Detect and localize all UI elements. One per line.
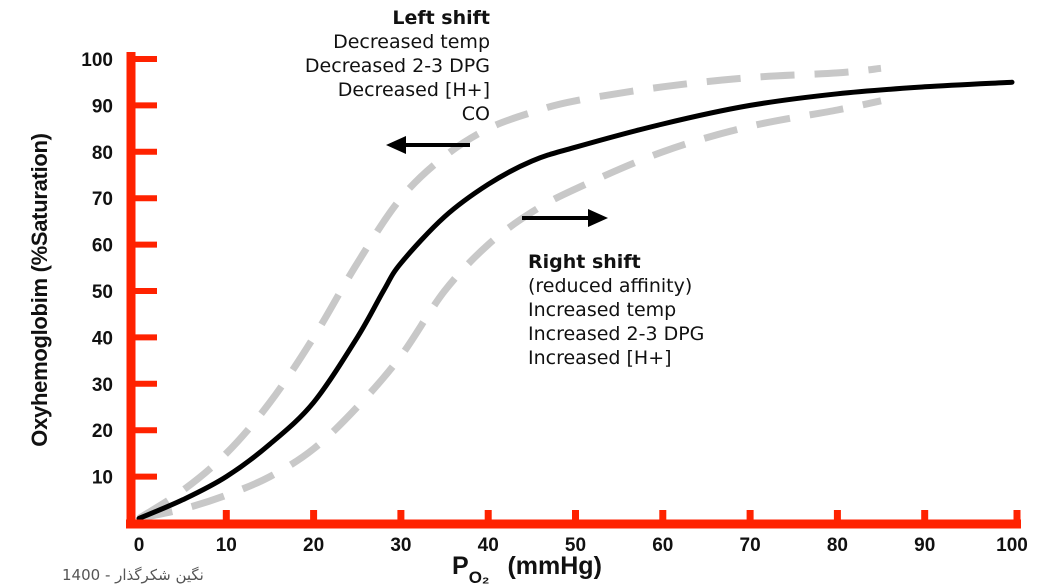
right-shift-title: Right shift [528, 251, 641, 273]
x-tick-label: 80 [827, 535, 848, 556]
x-tick-label: 100 [996, 535, 1028, 556]
tick-labels-layer: 10 20 30 40 50 60 70 80 90 100 0 10 20 30 40 50 60 70 80 90… [81, 50, 1028, 556]
y-tick-label: 70 [92, 189, 113, 210]
x-axis-label-unit: (mmHg) [507, 552, 602, 580]
normal-dissociation-curve [136, 79, 1015, 521]
right-shift-line: (reduced affinity) [528, 275, 693, 297]
x-tick-label: 90 [914, 535, 935, 556]
y-tick-label: 80 [92, 143, 113, 164]
left-shift-title: Left shift [392, 7, 490, 29]
x-tick-label: 0 [134, 535, 145, 556]
x-tick-label: 70 [740, 535, 761, 556]
y-tick-label: 60 [92, 236, 113, 257]
left-shift-annotation: Left shift Decreased temp Decreased 2-3 … [196, 6, 490, 126]
y-tick-label: 30 [92, 375, 113, 396]
right-shift-arrow [522, 209, 608, 227]
x-tick-label: 20 [303, 535, 324, 556]
y-tick-label: 20 [92, 421, 113, 442]
left-shift-arrow [386, 136, 470, 154]
right-shift-annotation: Right shift (reduced affinity) Increased… [528, 250, 848, 370]
x-tick-label: 60 [652, 535, 673, 556]
y-tick-label: 40 [92, 328, 113, 349]
x-axis-label: PO₂ (mmHg) [452, 552, 602, 587]
x-axis-label-main: P [452, 552, 469, 580]
arrows-layer [386, 136, 608, 227]
left-shift-line: Decreased temp [333, 31, 490, 53]
x-tick-label: 10 [216, 535, 237, 556]
y-axis-label: Oxyhemoglobim (%Saturation) [27, 133, 52, 447]
left-shift-line: Decreased 2-3 DPG [304, 55, 490, 77]
ticks-layer [131, 56, 929, 528]
x-axis-label-subscript: O₂ [468, 568, 490, 587]
left-shift-line: Decreased [H+] [337, 79, 490, 101]
x-tick-label: 50 [565, 535, 586, 556]
y-tick-label: 90 [92, 96, 113, 117]
right-shift-line: Increased temp [528, 299, 677, 321]
y-tick-label: 10 [92, 468, 113, 489]
left-shift-dashed-curve [137, 64, 882, 522]
curves-layer [136, 64, 1015, 522]
right-shift-line: Increased [H+] [528, 347, 672, 369]
x-tick-label: 40 [478, 535, 499, 556]
author-watermark: نگین شکرگذار - 1400 [62, 566, 204, 584]
y-tick-label: 100 [81, 50, 113, 71]
x-tick-label: 30 [390, 535, 411, 556]
y-tick-label: 50 [92, 282, 113, 303]
right-shift-line: Increased 2-3 DPG [528, 323, 705, 345]
right-shift-dashed-curve [138, 97, 882, 522]
left-shift-line: CO [461, 103, 490, 125]
